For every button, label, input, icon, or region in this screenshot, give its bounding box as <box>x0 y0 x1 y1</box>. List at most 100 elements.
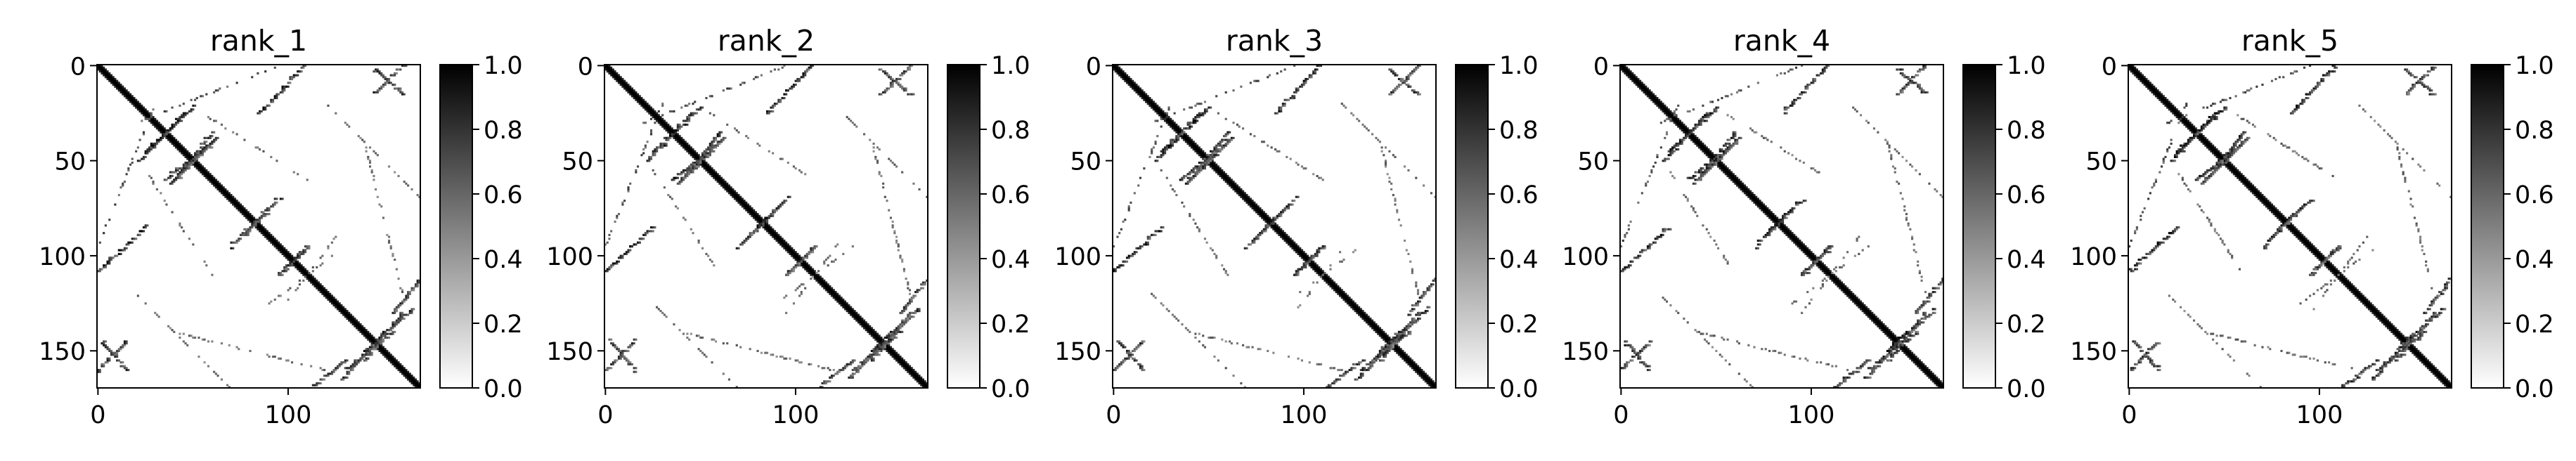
cell <box>695 157 698 160</box>
cell <box>325 291 328 294</box>
cell <box>110 349 113 352</box>
cell <box>363 356 365 358</box>
cell <box>135 103 138 105</box>
cell <box>399 89 402 92</box>
cell <box>313 281 316 284</box>
cell <box>376 195 379 198</box>
cell <box>872 330 875 333</box>
cell <box>629 89 632 92</box>
cell <box>1183 135 1186 138</box>
cell <box>711 338 713 341</box>
cell <box>1327 279 1330 282</box>
cell <box>247 219 250 221</box>
cell <box>1189 141 1191 143</box>
cell <box>673 131 675 134</box>
cell <box>754 76 757 79</box>
cell <box>179 222 181 225</box>
cell <box>787 251 789 254</box>
cell <box>163 129 166 132</box>
cell <box>298 264 301 267</box>
cell <box>338 306 341 309</box>
cell <box>373 91 375 93</box>
cell <box>1416 370 1420 373</box>
cell <box>270 300 273 303</box>
cell <box>1219 173 1222 176</box>
cell <box>751 209 753 212</box>
cell <box>142 155 145 158</box>
cell <box>893 230 896 233</box>
cell <box>787 89 789 92</box>
cell <box>884 348 886 351</box>
cell <box>796 264 799 267</box>
cell <box>205 174 208 178</box>
cell <box>1215 169 1218 171</box>
cell <box>394 259 396 261</box>
cell <box>370 351 373 354</box>
cell <box>1359 308 1362 311</box>
cell <box>926 382 928 384</box>
cell <box>1364 313 1366 316</box>
cell <box>1171 123 1174 126</box>
cell <box>614 77 616 81</box>
cell <box>171 123 174 126</box>
cell <box>762 219 765 221</box>
cell <box>686 332 689 335</box>
cell <box>694 167 697 170</box>
cell <box>351 323 354 326</box>
cell <box>403 181 406 183</box>
cell <box>1430 378 1432 381</box>
cell <box>695 112 698 115</box>
cell <box>262 233 265 236</box>
cell <box>367 335 370 337</box>
cell <box>389 247 392 249</box>
cell <box>891 330 894 333</box>
cell <box>1377 325 1380 327</box>
cell <box>416 384 419 387</box>
cell <box>241 232 244 235</box>
cell <box>764 226 767 229</box>
cell <box>340 363 343 365</box>
cell <box>654 114 656 117</box>
cell <box>1394 346 1397 349</box>
cell <box>251 219 254 221</box>
cell <box>327 247 330 249</box>
cell <box>408 380 411 383</box>
cell <box>1375 327 1378 330</box>
cell <box>174 141 178 143</box>
cell <box>644 100 647 103</box>
cell <box>682 176 685 179</box>
cell <box>770 106 772 109</box>
cell <box>119 91 122 93</box>
cell <box>657 117 660 120</box>
cell <box>1221 171 1224 174</box>
cell <box>1384 335 1387 337</box>
cell <box>705 154 708 157</box>
cell <box>1380 329 1383 332</box>
cell <box>259 222 261 225</box>
cell <box>682 178 685 181</box>
cell <box>705 152 708 155</box>
cell <box>241 213 244 216</box>
cell <box>1146 95 1149 98</box>
cell <box>133 98 136 101</box>
cell <box>173 171 176 174</box>
cell <box>239 238 242 240</box>
cell <box>219 184 221 187</box>
cell <box>617 260 621 263</box>
cell <box>623 349 626 352</box>
cell <box>1352 304 1355 307</box>
cell <box>298 257 301 259</box>
cell <box>198 163 200 166</box>
cell <box>678 136 681 139</box>
cell <box>332 302 335 305</box>
cell <box>357 327 360 330</box>
cell <box>783 93 786 96</box>
cell <box>865 327 867 330</box>
cell <box>154 117 157 120</box>
cell <box>699 108 702 111</box>
cell <box>133 100 136 103</box>
cell <box>667 138 670 141</box>
cell <box>311 384 314 387</box>
cell <box>678 135 681 138</box>
cell <box>884 70 886 73</box>
